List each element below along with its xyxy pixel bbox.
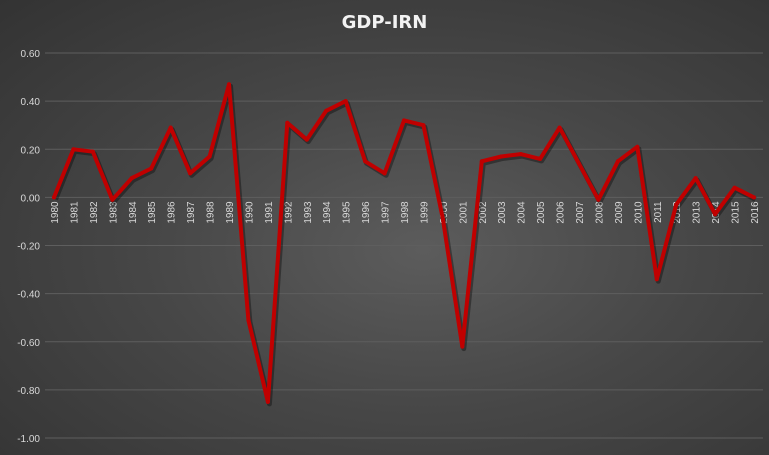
data-point (654, 277, 659, 282)
data-point (149, 166, 154, 171)
y-tick-label: 0.40 (21, 97, 41, 108)
data-point (246, 318, 251, 323)
x-tick-label: 1987 (186, 201, 197, 224)
chart-title: GDP-IRN (341, 12, 428, 33)
x-tick-label: 2009 (614, 201, 625, 224)
data-point (382, 171, 387, 176)
y-tick-label: 0.00 (21, 193, 41, 204)
data-point (265, 399, 270, 404)
x-tick-label: 1998 (400, 201, 411, 224)
x-tick-label: 1990 (244, 201, 255, 224)
x-tick-label: 1995 (342, 201, 353, 224)
data-point (615, 159, 620, 164)
x-tick-label: 1997 (381, 201, 392, 224)
data-point (188, 171, 193, 176)
y-tick-label: 0.60 (21, 49, 41, 60)
data-point (421, 123, 426, 128)
data-point (752, 195, 756, 200)
x-tick-label: 1994 (322, 201, 333, 224)
data-point (460, 344, 465, 349)
data-point (168, 125, 173, 130)
data-point (596, 197, 601, 202)
data-point (635, 144, 640, 149)
x-tick-label: 2011 (653, 201, 664, 223)
y-tick-label: -0.20 (17, 242, 40, 253)
data-point (90, 149, 95, 154)
x-tick-label: 2004 (517, 201, 528, 224)
data-point (110, 197, 115, 202)
data-point (129, 176, 134, 181)
x-axis-ticks: 1980 1981 1982 1983 1984 1985 1986 1987 1988 1989… (50, 201, 761, 224)
data-point (693, 176, 698, 181)
data-point (440, 217, 445, 222)
data-point (304, 137, 309, 142)
x-tick-label: 2008 (594, 201, 605, 224)
data-point (207, 154, 212, 159)
data-point (674, 202, 679, 207)
x-tick-label: 2013 (692, 201, 703, 224)
data-point (227, 82, 231, 87)
y-tick-label: -0.40 (17, 290, 40, 301)
data-point (402, 118, 406, 123)
x-tick-label: 1985 (147, 201, 158, 224)
x-tick-label: 1989 (225, 201, 236, 224)
x-tick-label: 2005 (536, 201, 547, 224)
data-point (732, 185, 737, 190)
x-tick-label: 1984 (128, 201, 139, 224)
data-point (713, 212, 718, 217)
y-tick-label: -0.60 (17, 338, 40, 349)
x-tick-label: 2016 (750, 201, 761, 224)
x-tick-label: 1993 (303, 201, 314, 224)
data-point (538, 156, 543, 161)
data-point (479, 159, 484, 164)
x-tick-label: 1986 (167, 201, 178, 224)
data-point (52, 195, 56, 200)
data-point (557, 125, 562, 130)
x-tick-label: 2003 (497, 201, 508, 224)
data-point (285, 120, 290, 125)
x-tick-label: 1991 (264, 201, 275, 224)
data-point (518, 152, 523, 157)
x-tick-label: 1988 (206, 201, 217, 224)
data-point (324, 108, 329, 113)
x-tick-label: 2012 (672, 201, 683, 224)
x-tick-label: 1980 (50, 201, 61, 224)
x-tick-label: 1992 (283, 201, 294, 224)
x-tick-label: 2006 (556, 201, 567, 224)
x-tick-label: 2010 (633, 201, 644, 224)
data-point (71, 147, 76, 152)
x-tick-label: 2000 (439, 201, 450, 224)
x-tick-label: 2002 (478, 201, 489, 224)
x-tick-label: 1982 (89, 201, 100, 224)
y-tick-label: -1.00 (17, 434, 40, 445)
x-tick-label: 1996 (361, 201, 372, 224)
x-tick-label: 1981 (69, 201, 80, 224)
y-tick-label: 0.20 (21, 145, 41, 156)
x-tick-label: 2015 (731, 201, 742, 224)
x-tick-label: 2007 (575, 201, 586, 224)
x-tick-label: 1999 (419, 201, 430, 224)
data-point (577, 161, 581, 166)
data-point (499, 154, 504, 159)
series-lines (52, 82, 757, 407)
y-tick-label: -0.80 (17, 386, 40, 397)
data-point (343, 99, 348, 104)
data-point (363, 159, 368, 164)
x-tick-label: 1983 (108, 201, 119, 224)
y-axis-ticks: 0.60 0.40 0.20 0.00 -0.20 -0.40 -0.60 -0.80 -1.0… (17, 49, 40, 445)
x-tick-label: 2001 (458, 201, 469, 224)
